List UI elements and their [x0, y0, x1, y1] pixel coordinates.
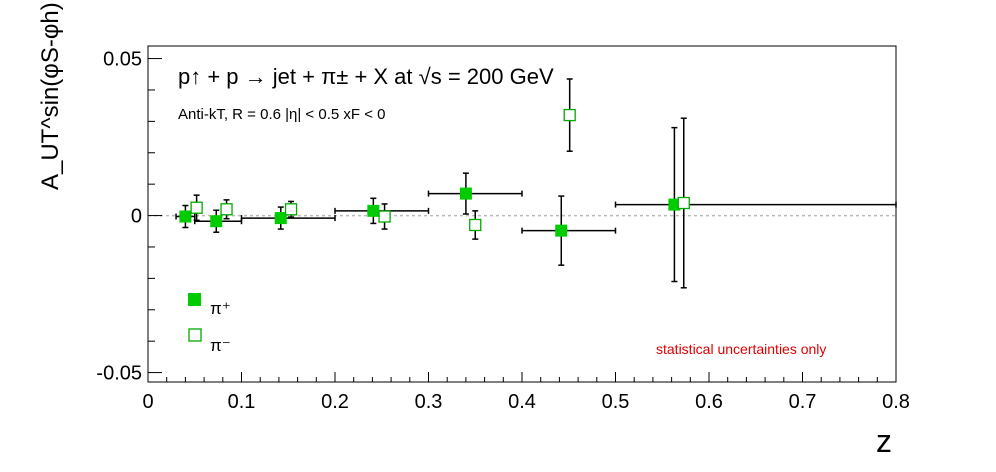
data-point-pi-plus — [210, 215, 223, 228]
x-tick-label: 0.8 — [882, 391, 910, 413]
data-marks — [175, 78, 897, 289]
plot-frame — [147, 45, 897, 383]
x-tick-label: 0.1 — [228, 391, 256, 413]
data-point-pi-minus — [284, 203, 298, 216]
y-axis-label: A_UT^sin(φS-φh) — [37, 2, 64, 190]
data-point-pi-minus — [190, 201, 203, 214]
data-point-pi-minus — [563, 108, 576, 122]
uncertainty-note: statistical uncertainties only — [656, 341, 826, 357]
y-tick-label: -0.05 — [96, 363, 142, 385]
series-pi-plus — [175, 126, 897, 283]
x-tick-label: 0.4 — [508, 391, 536, 413]
legend-label-pi-minus: π⁻ — [210, 336, 231, 355]
data-point-pi-plus — [668, 198, 681, 211]
chart-header-reaction: p↑ + p → jet + π± + X at √s = 200 GeV — [178, 64, 554, 89]
series-pi-minus — [190, 78, 690, 289]
x-tick-label: 0.7 — [789, 391, 817, 413]
data-point-pi-plus — [459, 187, 472, 200]
y-axis: -0.05 0 0.05 — [96, 49, 162, 385]
y-tick-label: 0.05 — [103, 49, 142, 71]
legend-marker-pi-minus — [188, 328, 202, 342]
data-point-pi-minus — [378, 210, 391, 223]
data-point-pi-plus — [555, 224, 568, 237]
data-point-pi-minus — [220, 203, 233, 216]
x-axis: 0 0.1 0.2 0.3 0.4 0.5 0.6 0.7 0.8 — [142, 372, 910, 413]
x-tick-label: 0 — [142, 391, 153, 413]
legend: π⁺ π⁻ — [188, 293, 231, 355]
data-point-pi-plus — [274, 212, 287, 225]
data-point-pi-plus — [367, 204, 380, 217]
x-tick-label: 0.2 — [321, 391, 349, 413]
y-tick-label: 0 — [131, 206, 142, 228]
data-point-pi-plus — [179, 210, 192, 223]
legend-marker-pi-plus — [188, 293, 201, 306]
x-tick-label: 0.3 — [415, 391, 443, 413]
data-point-pi-minus — [469, 218, 482, 232]
x-axis-label: z — [876, 423, 892, 459]
legend-label-pi-plus: π⁺ — [210, 299, 231, 318]
chart-header-cuts: Anti-kT, R = 0.6 |η| < 0.5 xF < 0 — [178, 106, 385, 123]
x-tick-label: 0.6 — [695, 391, 723, 413]
data-point-pi-minus — [677, 196, 690, 210]
x-tick-label: 0.5 — [602, 391, 630, 413]
